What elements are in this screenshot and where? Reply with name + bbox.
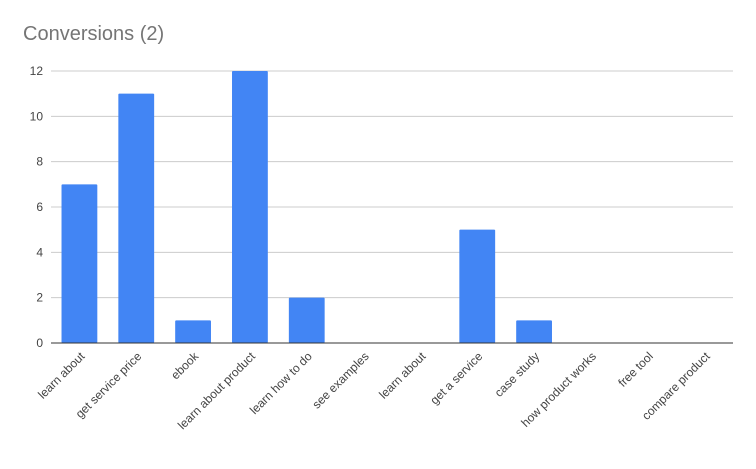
chart-title: Conversions (2) (23, 23, 165, 45)
bar (175, 320, 211, 343)
y-tick-label: 0 (36, 336, 43, 350)
x-tick-label: get a service (427, 349, 485, 407)
x-tick-label: free tool (615, 349, 656, 390)
x-tick-label: case study (492, 349, 542, 399)
x-tick-label: learn about (35, 349, 88, 402)
gridlines (51, 70, 733, 299)
x-tick-label: learn about (376, 349, 429, 402)
bar (288, 297, 325, 343)
y-tick-label: 8 (36, 155, 43, 169)
y-tick-label: 2 (36, 291, 43, 305)
bar (232, 71, 268, 343)
y-tick-label: 4 (36, 245, 43, 259)
y-tick-label: 10 (30, 109, 44, 123)
bars (61, 71, 552, 344)
y-tick-label: 12 (30, 64, 44, 78)
bar (516, 320, 552, 343)
x-tick-label: ebook (168, 349, 202, 383)
bar (459, 229, 496, 343)
bar (61, 184, 98, 343)
x-tick-label: see examples (309, 349, 371, 411)
bar (118, 93, 155, 344)
y-tick-label: 6 (36, 200, 43, 214)
